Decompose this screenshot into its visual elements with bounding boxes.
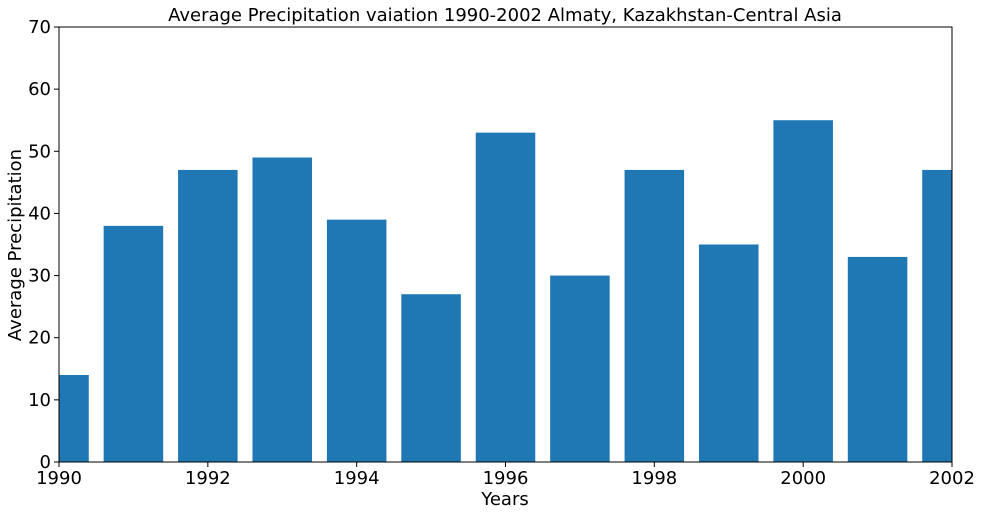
x-tick-label: 1990 (36, 468, 82, 489)
bar-1999 (698, 244, 759, 462)
y-tick-label: 30 (28, 266, 51, 287)
bar-2000 (773, 120, 833, 462)
bar-2002 (922, 169, 952, 462)
x-tick-label: 2000 (780, 468, 826, 489)
y-axis-label: Average Precipitation (5, 149, 26, 341)
y-tick-label: 50 (28, 141, 51, 162)
y-axis: 0 10 20 30 40 50 60 70 (28, 17, 59, 473)
chart-title: Average Precipitation vaiation 1990-2002… (168, 5, 842, 26)
y-tick-label: 20 (28, 328, 51, 349)
y-tick-label: 10 (28, 390, 51, 411)
x-tick-label: 1998 (631, 468, 677, 489)
x-axis: 1990 1992 1994 1996 1998 2000 2002 (36, 462, 975, 489)
y-tick-label: 60 (28, 79, 51, 100)
x-axis-label: Years (480, 489, 529, 510)
x-tick-label: 1996 (483, 468, 529, 489)
y-tick-label: 0 (40, 452, 51, 473)
bar-1992 (178, 169, 238, 462)
bar-1991 (103, 225, 164, 462)
bar-1996 (475, 132, 536, 462)
bar-1990 (59, 375, 89, 462)
y-tick-label: 70 (28, 17, 51, 38)
bar-1993 (252, 157, 313, 462)
x-tick-label: 2002 (929, 468, 975, 489)
bar-1995 (401, 294, 461, 462)
x-tick-label: 1994 (334, 468, 380, 489)
bar-2001 (847, 256, 908, 462)
bar-1994 (326, 219, 387, 462)
y-tick-label: 40 (28, 203, 51, 224)
bar-1997 (550, 275, 610, 462)
bar-1998 (624, 169, 685, 462)
bars-group (59, 120, 952, 462)
x-tick-label: 1992 (185, 468, 231, 489)
